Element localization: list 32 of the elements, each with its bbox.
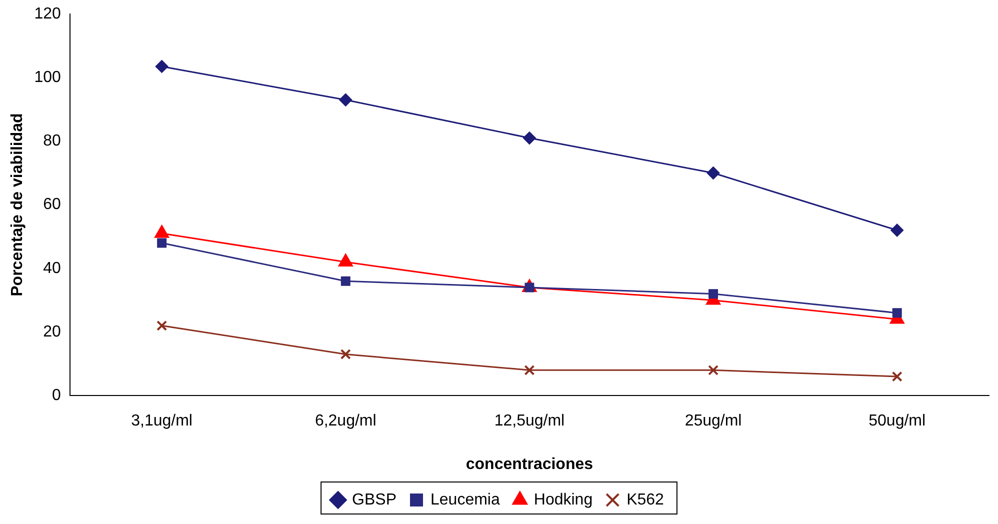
y-tick-label: 0 — [52, 387, 61, 404]
point — [340, 276, 350, 286]
x-tick-label: 12,5ug/ml — [494, 412, 565, 430]
point — [340, 349, 351, 360]
x-axis-title: concentraciones — [466, 456, 594, 473]
legend-label: Leucemia — [430, 491, 500, 508]
point — [339, 93, 352, 106]
point — [892, 371, 902, 382]
y-axis-title: Porcentaje de viabilidad — [9, 113, 26, 296]
y-tick-label: 40 — [43, 260, 61, 277]
x-tick-label: 3,1ug/ml — [131, 412, 192, 430]
point — [708, 364, 719, 376]
point — [890, 224, 904, 237]
point — [524, 364, 535, 376]
point — [157, 238, 167, 248]
legend-label: Hodking — [534, 491, 593, 508]
legend-label: GBSP — [352, 491, 397, 508]
y-tick-label: 120 — [34, 5, 61, 22]
y-tick-label: 100 — [34, 69, 61, 86]
point — [156, 320, 168, 331]
x-tick-label: 50ug/ml — [868, 412, 926, 430]
legend-label: K562 — [626, 491, 664, 508]
point — [892, 308, 902, 318]
point — [522, 132, 536, 145]
y-tick-label: 80 — [43, 132, 61, 150]
point — [706, 166, 720, 180]
x-tick-label: 6,2ug/ml — [314, 412, 376, 430]
point — [708, 289, 718, 299]
x-tick-label: 25ug/ml — [684, 412, 742, 430]
y-tick-label: 60 — [43, 196, 61, 214]
y-tick-label: 20 — [43, 323, 61, 340]
point — [155, 60, 168, 73]
